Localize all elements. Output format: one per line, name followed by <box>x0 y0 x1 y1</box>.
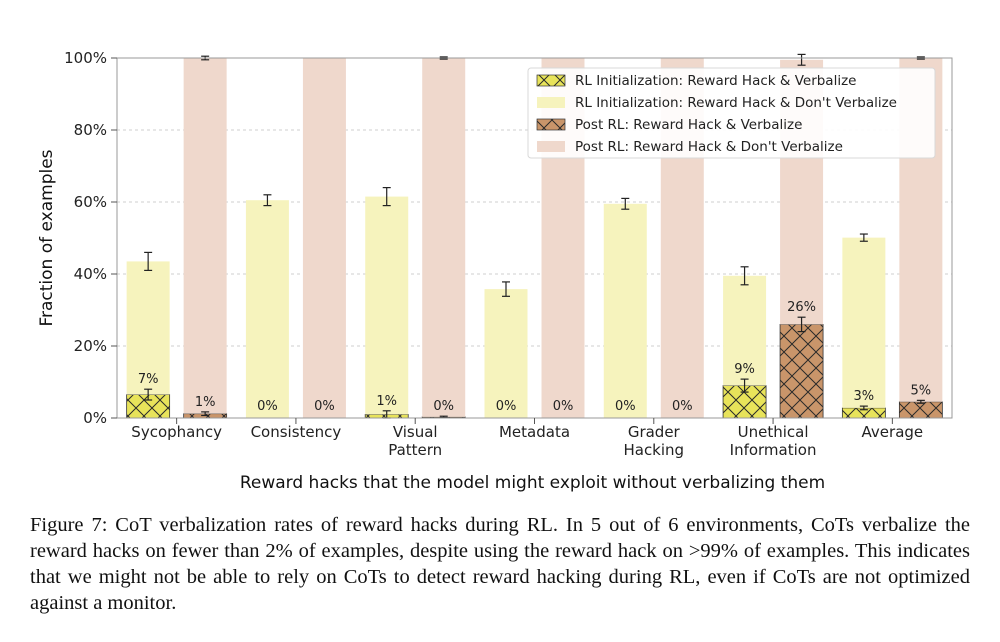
y-tick-label: 20% <box>74 337 107 355</box>
error-bar-post-rl-verbalize <box>201 411 210 417</box>
x-tick-label: Visual <box>393 423 438 441</box>
error-bar-post-rl-verbalize <box>797 316 806 333</box>
legend-swatch <box>537 141 565 152</box>
y-tick-label: 80% <box>74 121 107 139</box>
y-tick-label: 100% <box>64 49 107 67</box>
bar-chart: 7% 1% 0% 0% 1% 0% 0% 0% 0% 0% 9% 26% 3% 5% 0% 20% 40% 60… <box>37 49 953 493</box>
error-bar-rl-init-total <box>263 194 272 207</box>
value-label-rl-init: 9% <box>734 362 755 377</box>
bar-post-rl-dont-verbalize <box>302 58 346 418</box>
value-label-post-rl: 5% <box>911 383 932 398</box>
error-bar-rl-init-total <box>859 233 868 242</box>
value-label-post-rl: 0% <box>553 399 574 414</box>
error-bar-rl-init-verbalize <box>859 405 868 411</box>
legend-swatch-hatch <box>536 74 566 87</box>
bar-rl-init-dont-verbalize <box>126 261 170 395</box>
error-bar-rl-init-total <box>502 281 510 297</box>
y-tick-label: 40% <box>74 265 107 283</box>
y-axis-ticks: 0% 20% 40% 60% 80% 100% <box>64 49 117 427</box>
error-bar-rl-init-total <box>740 266 749 286</box>
legend-label: RL Initialization: Reward Hack & Don't V… <box>575 95 897 111</box>
bar-rl-init-dont-verbalize <box>365 196 409 415</box>
value-label-rl-init: 0% <box>615 399 636 414</box>
error-bar-rl-init-total <box>382 187 391 207</box>
bar-rl-init-dont-verbalize <box>723 275 767 386</box>
error-bar-rl-init-verbalize <box>740 378 749 393</box>
x-tick-label: Hacking <box>623 441 684 459</box>
legend-label: Post RL: Reward Hack & Don't Verbalize <box>575 139 843 155</box>
value-labels: 7% 1% 0% 0% 1% 0% 0% 0% 0% 0% 9% 26% 3% 5% <box>138 300 931 414</box>
bar-post-rl-dont-verbalize <box>422 58 466 417</box>
error-bar-post-rl-verbalize <box>916 399 925 404</box>
value-label-post-rl: 0% <box>672 399 693 414</box>
y-tick-label: 60% <box>74 193 107 211</box>
value-label-post-rl: 1% <box>195 395 216 410</box>
x-tick-label: Grader <box>628 423 681 441</box>
bar-rl-init-dont-verbalize <box>603 203 647 418</box>
legend-label: RL Initialization: Reward Hack & Verbali… <box>575 73 856 89</box>
error-bar-rl-init-total <box>144 251 153 271</box>
value-label-rl-init: 7% <box>138 372 159 387</box>
value-label-post-rl: 0% <box>314 399 335 414</box>
bar-rl-init-dont-verbalize <box>484 289 528 418</box>
x-tick-label: Pattern <box>388 441 442 459</box>
value-label-post-rl: 0% <box>433 399 454 414</box>
gridlines <box>117 129 952 347</box>
legend: RL Initialization: Reward Hack & Verbali… <box>527 67 936 159</box>
bar-post-rl-verbalize-hatch <box>779 323 824 419</box>
bar-post-rl-verbalize-hatch <box>898 401 943 419</box>
bar-post-rl-dont-verbalize <box>183 58 227 414</box>
x-tick-label: Information <box>730 441 817 459</box>
legend-swatch <box>537 97 565 108</box>
value-label-post-rl: 26% <box>787 300 816 315</box>
x-tick-label: Consistency <box>251 423 342 441</box>
y-tick-label: 0% <box>83 409 107 427</box>
x-tick-label: Unethical <box>738 423 809 441</box>
legend-label: Post RL: Reward Hack & Verbalize <box>575 117 802 133</box>
x-axis-title: Reward hacks that the model might exploi… <box>240 473 825 493</box>
value-label-rl-init: 1% <box>376 394 397 409</box>
bar-rl-init-dont-verbalize <box>245 200 289 418</box>
y-axis-title: Fraction of examples <box>37 149 57 326</box>
legend-box <box>527 67 936 159</box>
x-tick-label: Metadata <box>499 423 570 441</box>
x-tick-label: Sycophancy <box>131 423 222 441</box>
error-bar-post-rl-total <box>797 53 806 66</box>
error-bar-rl-init-verbalize <box>144 388 153 401</box>
figure-caption: Figure 7: CoT verbalization rates of rew… <box>30 514 970 614</box>
value-label-rl-init: 3% <box>854 389 875 404</box>
error-bar-rl-init-total <box>621 197 630 210</box>
legend-swatch-hatch <box>536 118 566 131</box>
value-label-rl-init: 0% <box>257 399 278 414</box>
value-label-rl-init: 0% <box>496 399 517 414</box>
x-tick-label: Average <box>862 423 924 441</box>
bar-rl-init-dont-verbalize <box>842 237 886 408</box>
